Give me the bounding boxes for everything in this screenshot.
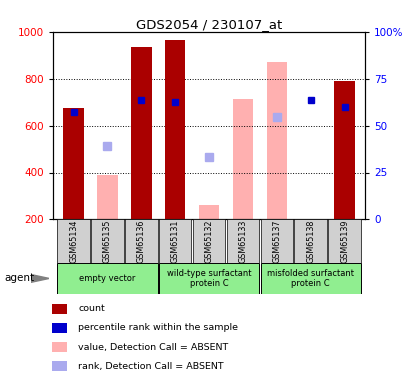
- Text: empty vector: empty vector: [79, 274, 135, 283]
- Bar: [266, 62, 286, 219]
- Text: count: count: [78, 304, 105, 313]
- Bar: [52, 304, 67, 314]
- Bar: [52, 323, 67, 333]
- Bar: [226, 219, 258, 262]
- Text: GSM65137: GSM65137: [272, 219, 281, 262]
- Text: GSM65133: GSM65133: [238, 219, 247, 262]
- Text: GSM65132: GSM65132: [204, 219, 213, 262]
- Bar: [57, 263, 157, 294]
- Text: GSM65131: GSM65131: [170, 219, 179, 262]
- Text: rank, Detection Call = ABSENT: rank, Detection Call = ABSENT: [78, 362, 223, 371]
- Polygon shape: [31, 274, 49, 282]
- Bar: [57, 219, 90, 262]
- Bar: [159, 219, 191, 262]
- Text: GSM65138: GSM65138: [306, 219, 315, 262]
- Bar: [198, 206, 219, 219]
- Bar: [131, 47, 151, 219]
- Bar: [294, 219, 326, 262]
- Text: GSM65139: GSM65139: [339, 219, 348, 262]
- Text: misfolded surfactant
protein C: misfolded surfactant protein C: [267, 269, 353, 288]
- Text: value, Detection Call = ABSENT: value, Detection Call = ABSENT: [78, 343, 228, 352]
- Bar: [192, 219, 225, 262]
- Bar: [232, 99, 252, 219]
- Bar: [260, 263, 360, 294]
- Bar: [159, 263, 258, 294]
- Bar: [260, 219, 292, 262]
- Bar: [52, 362, 67, 371]
- Text: GSM65134: GSM65134: [69, 219, 78, 262]
- Bar: [334, 81, 354, 219]
- Bar: [97, 175, 117, 219]
- Text: percentile rank within the sample: percentile rank within the sample: [78, 323, 238, 332]
- Bar: [91, 219, 124, 262]
- Text: agent: agent: [4, 273, 34, 284]
- Bar: [165, 40, 185, 219]
- Text: GSM65136: GSM65136: [137, 219, 146, 262]
- Text: GSM65135: GSM65135: [103, 219, 112, 262]
- Text: wild-type surfactant
protein C: wild-type surfactant protein C: [166, 269, 251, 288]
- Bar: [52, 342, 67, 352]
- Bar: [125, 219, 157, 262]
- Title: GDS2054 / 230107_at: GDS2054 / 230107_at: [136, 18, 281, 31]
- Bar: [63, 108, 83, 219]
- Bar: [328, 219, 360, 262]
